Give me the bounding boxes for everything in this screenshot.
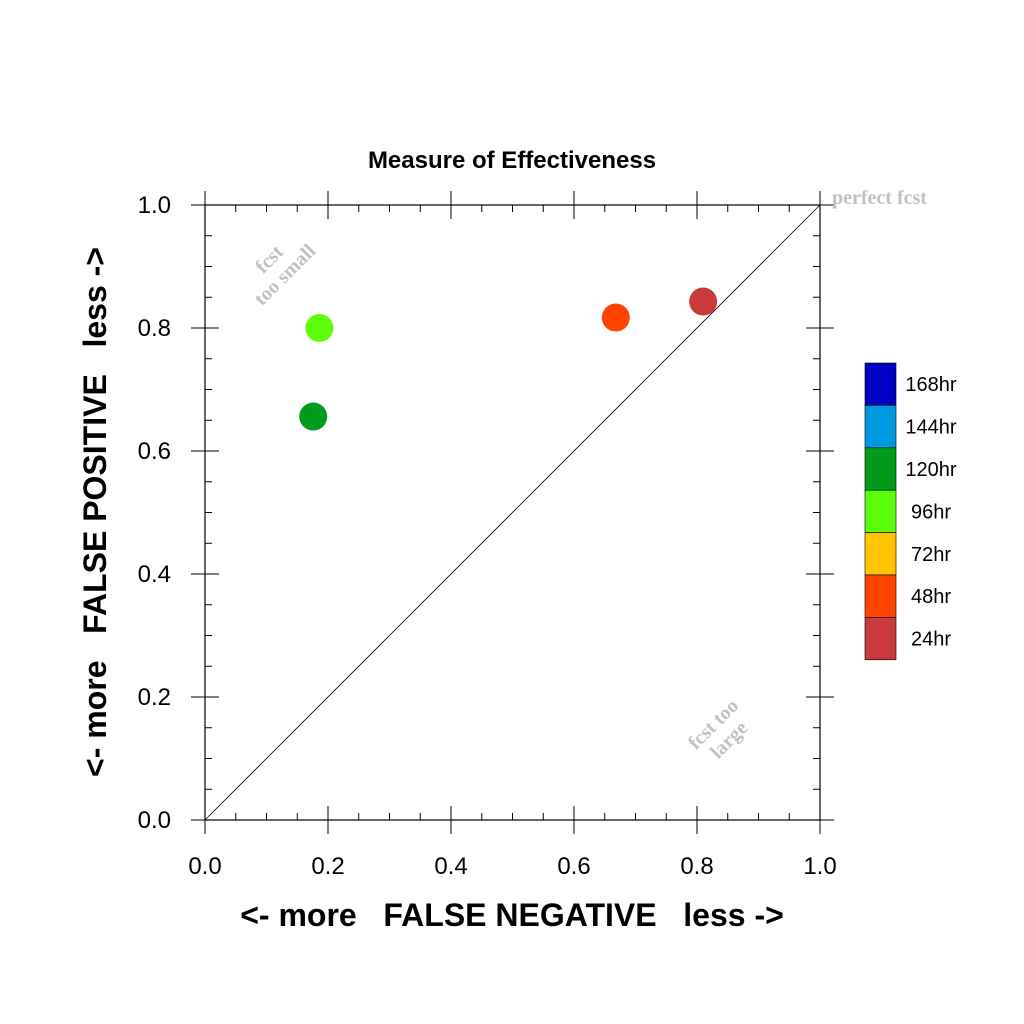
legend-swatch-144hr [864,405,897,449]
data-points [299,287,718,431]
legend-label-24hr: 24hr [911,629,951,651]
legend-swatch-72hr [864,532,897,576]
x-tick-labels: 0.0 0.2 0.4 0.6 0.8 1.0 [188,853,836,880]
too-large-annotation: fcst too large [684,695,752,763]
data-point-48hr [601,303,630,332]
legend-swatch-48hr [864,574,897,618]
y-tick-label: 0.8 [138,315,171,342]
too-small-annotation: fcst too small [250,240,320,310]
legend-label-96hr: 96hr [911,501,951,523]
legend-label-144hr: 144hr [905,417,956,439]
y-tick-label: 0.4 [138,561,171,588]
legend: 168hr 144hr 120hr 96hr 72hr 48hr 24hr [864,362,957,661]
y-tick-label: 0.6 [138,438,171,465]
chart-title: Measure of Effectiveness [368,147,656,174]
legend-label-168hr: 168hr [905,374,956,396]
data-point-120hr [299,402,328,431]
legend-swatch-24hr [864,617,897,661]
legend-swatch-120hr [864,447,897,491]
x-axis-label: <- more FALSE NEGATIVE less -> [240,897,784,933]
y-tick-labels: 0.0 0.2 0.4 0.6 0.8 1.0 [138,192,171,834]
data-point-24hr [689,287,718,316]
y-tick-label: 0.2 [138,684,171,711]
legend-label-72hr: 72hr [911,544,951,566]
perfect-fcst-annotation: perfect fcst [832,187,927,209]
y-tick-label: 0.0 [138,807,171,834]
diagonal-reference-line [204,204,821,821]
x-tick-label: 0.2 [311,853,344,880]
legend-label-120hr: 120hr [905,459,956,481]
too-small-line-2: too small [250,240,320,310]
legend-swatch-168hr [864,362,897,406]
x-tick-label: 0.8 [680,853,713,880]
axis-ticks [191,191,834,834]
x-tick-label: 0.4 [434,853,467,880]
data-point-96hr [305,314,334,342]
legend-label-48hr: 48hr [911,586,951,608]
legend-swatch-96hr [864,489,897,533]
y-axis-label: <- more FALSE POSITIVE less -> [77,247,113,777]
y-tick-label: 1.0 [138,192,171,219]
x-tick-label: 0.6 [557,853,590,880]
x-tick-label: 1.0 [803,853,836,880]
x-tick-label: 0.0 [188,853,221,880]
